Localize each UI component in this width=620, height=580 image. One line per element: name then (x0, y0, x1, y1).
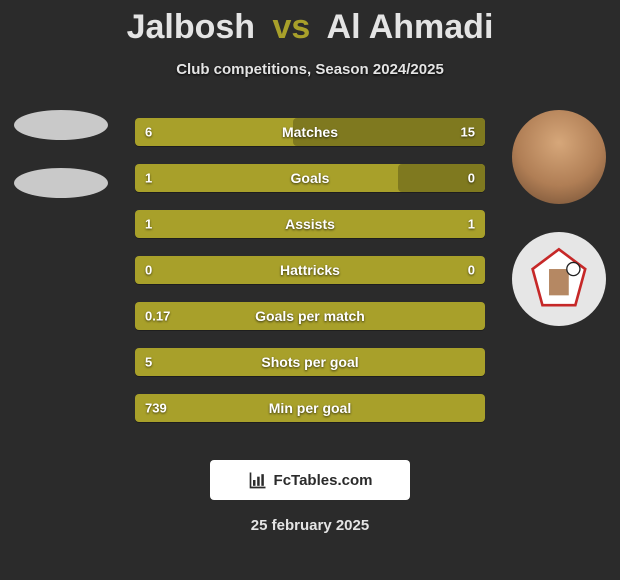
stat-value-left: 0.17 (145, 309, 170, 324)
stat-row-min-per-goal: 739 Min per goal (135, 394, 485, 422)
stat-row-shots-per-goal: 5 Shots per goal (135, 348, 485, 376)
stat-value-left: 0 (145, 263, 152, 278)
comparison-title: Jalbosh vs Al Ahmadi (0, 0, 620, 47)
stat-row-hattricks: 0 Hattricks 0 (135, 256, 485, 284)
club-badge-icon (526, 246, 592, 312)
footer-date: 25 february 2025 (251, 517, 369, 534)
stat-value-right: 0 (468, 171, 475, 186)
avatars-right (504, 110, 614, 326)
player2-name: Al Ahmadi (327, 8, 494, 46)
subtitle: Club competitions, Season 2024/2025 (0, 61, 620, 78)
stat-label: Hattricks (280, 262, 340, 278)
player2-club-badge (512, 232, 606, 326)
player1-name: Jalbosh (127, 8, 255, 46)
stat-value-right: 15 (461, 125, 475, 140)
stat-value-right: 1 (468, 217, 475, 232)
player1-photo (14, 110, 108, 140)
stat-row-assists: 1 Assists 1 (135, 210, 485, 238)
stat-label: Goals per match (255, 308, 365, 324)
stat-label: Min per goal (269, 400, 351, 416)
stat-row-goals: 1 Goals 0 (135, 164, 485, 192)
stat-value-left: 1 (145, 171, 152, 186)
stat-value-left: 1 (145, 217, 152, 232)
stat-label: Goals (291, 170, 330, 186)
stat-value-left: 6 (145, 125, 152, 140)
player1-club-badge (14, 168, 108, 198)
stat-row-goals-per-match: 0.17 Goals per match (135, 302, 485, 330)
stat-label: Matches (282, 124, 338, 140)
stat-value-left: 739 (145, 401, 167, 416)
vs-label: vs (273, 8, 311, 46)
avatars-left (6, 110, 116, 198)
face-icon (512, 110, 606, 204)
stat-bars: 6 Matches 15 1 Goals 0 1 Assists 1 0 Hattricks 0 0.1… (135, 118, 485, 422)
stat-row-matches: 6 Matches 15 (135, 118, 485, 146)
stat-value-right: 0 (468, 263, 475, 278)
brand-text: FcTables.com (274, 472, 373, 489)
stat-value-left: 5 (145, 355, 152, 370)
stat-label: Assists (285, 216, 335, 232)
stat-label: Shots per goal (261, 354, 358, 370)
player2-photo (512, 110, 606, 204)
brand-badge: FcTables.com (210, 460, 410, 500)
chart-icon (248, 470, 268, 490)
